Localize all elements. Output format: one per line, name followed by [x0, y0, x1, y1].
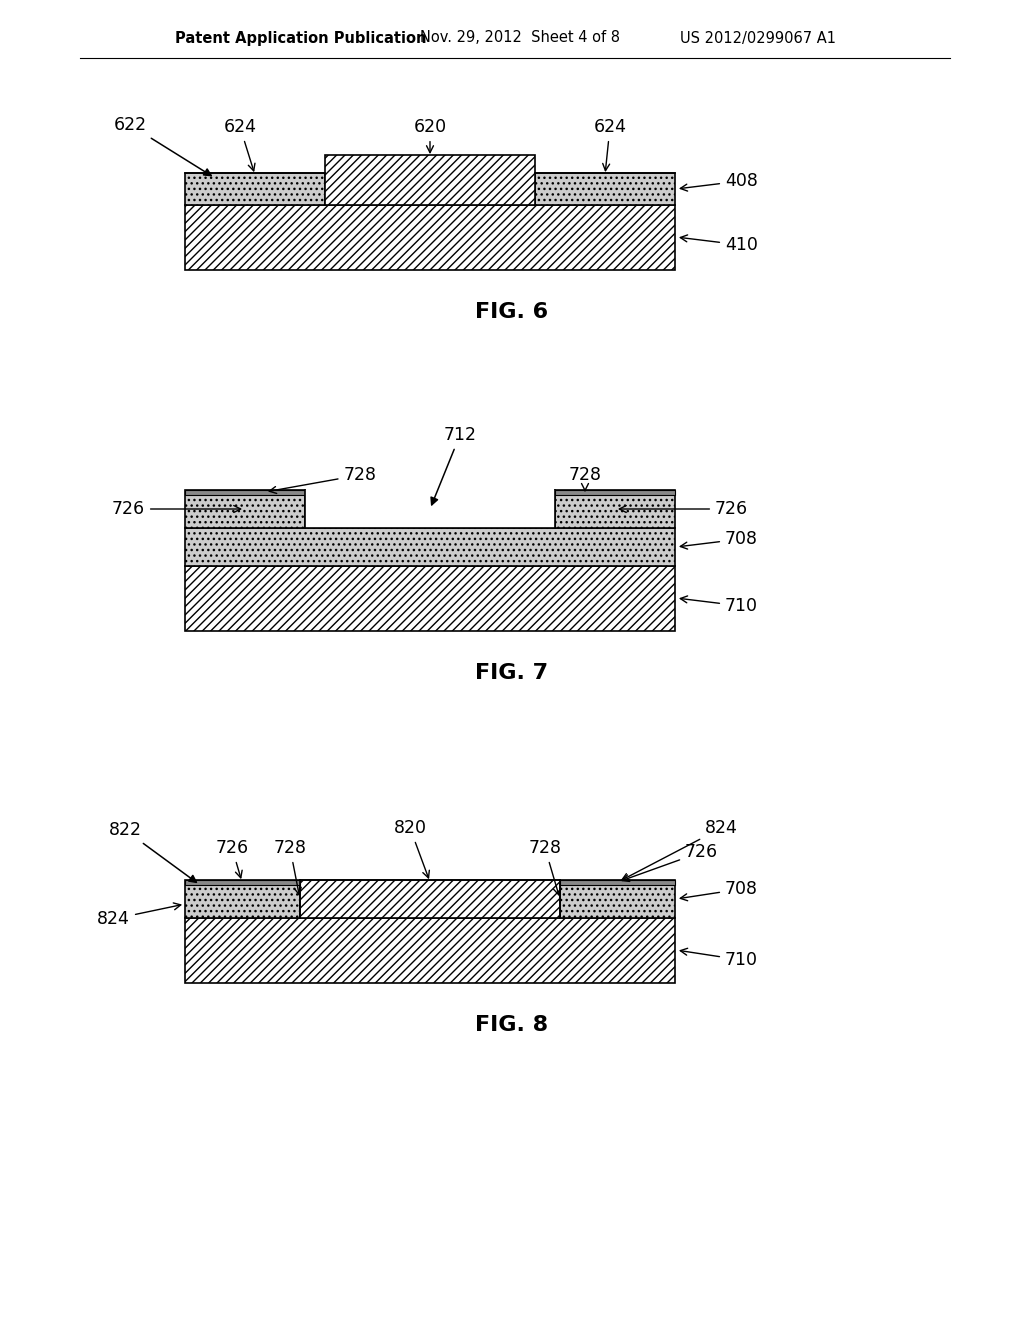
Bar [185, 880, 300, 917]
Bar [185, 490, 305, 528]
Bar [555, 490, 675, 528]
Text: Nov. 29, 2012  Sheet 4 of 8: Nov. 29, 2012 Sheet 4 of 8 [420, 30, 620, 45]
Text: 620: 620 [414, 117, 446, 153]
Bar [185, 205, 675, 271]
Text: 726: 726 [112, 500, 241, 517]
Text: 728: 728 [528, 840, 561, 895]
Bar [560, 880, 675, 884]
Bar [535, 173, 675, 205]
Text: 820: 820 [393, 818, 429, 878]
Text: 708: 708 [680, 880, 758, 900]
Text: US 2012/0299067 A1: US 2012/0299067 A1 [680, 30, 836, 45]
Text: 710: 710 [680, 595, 758, 615]
Text: Patent Application Publication: Patent Application Publication [175, 30, 427, 45]
Bar [325, 154, 535, 205]
Text: 726: 726 [622, 843, 718, 882]
Bar [185, 917, 675, 983]
Text: 824: 824 [622, 818, 738, 880]
Text: 622: 622 [114, 116, 211, 176]
Text: 824: 824 [97, 903, 181, 928]
Text: 728: 728 [568, 466, 601, 491]
Text: 624: 624 [594, 117, 627, 170]
Text: 728: 728 [273, 840, 306, 895]
Text: 726: 726 [620, 500, 749, 517]
Text: 728: 728 [269, 466, 377, 494]
Bar [185, 880, 300, 884]
Bar [185, 528, 675, 566]
Text: 624: 624 [223, 117, 256, 170]
Bar [185, 490, 305, 495]
Text: FIG. 7: FIG. 7 [475, 663, 549, 682]
Text: 708: 708 [680, 531, 758, 549]
Text: 712: 712 [431, 426, 476, 504]
Text: 822: 822 [109, 821, 197, 882]
Text: FIG. 8: FIG. 8 [475, 1015, 549, 1035]
Text: 710: 710 [680, 948, 758, 969]
Text: FIG. 6: FIG. 6 [475, 302, 549, 322]
Bar [185, 173, 325, 205]
Text: 408: 408 [680, 172, 758, 191]
Bar [300, 880, 560, 917]
Text: 410: 410 [680, 235, 758, 253]
Text: 726: 726 [215, 840, 249, 878]
Bar [185, 566, 675, 631]
Bar [555, 490, 675, 495]
Bar [560, 880, 675, 917]
Bar [305, 490, 555, 528]
